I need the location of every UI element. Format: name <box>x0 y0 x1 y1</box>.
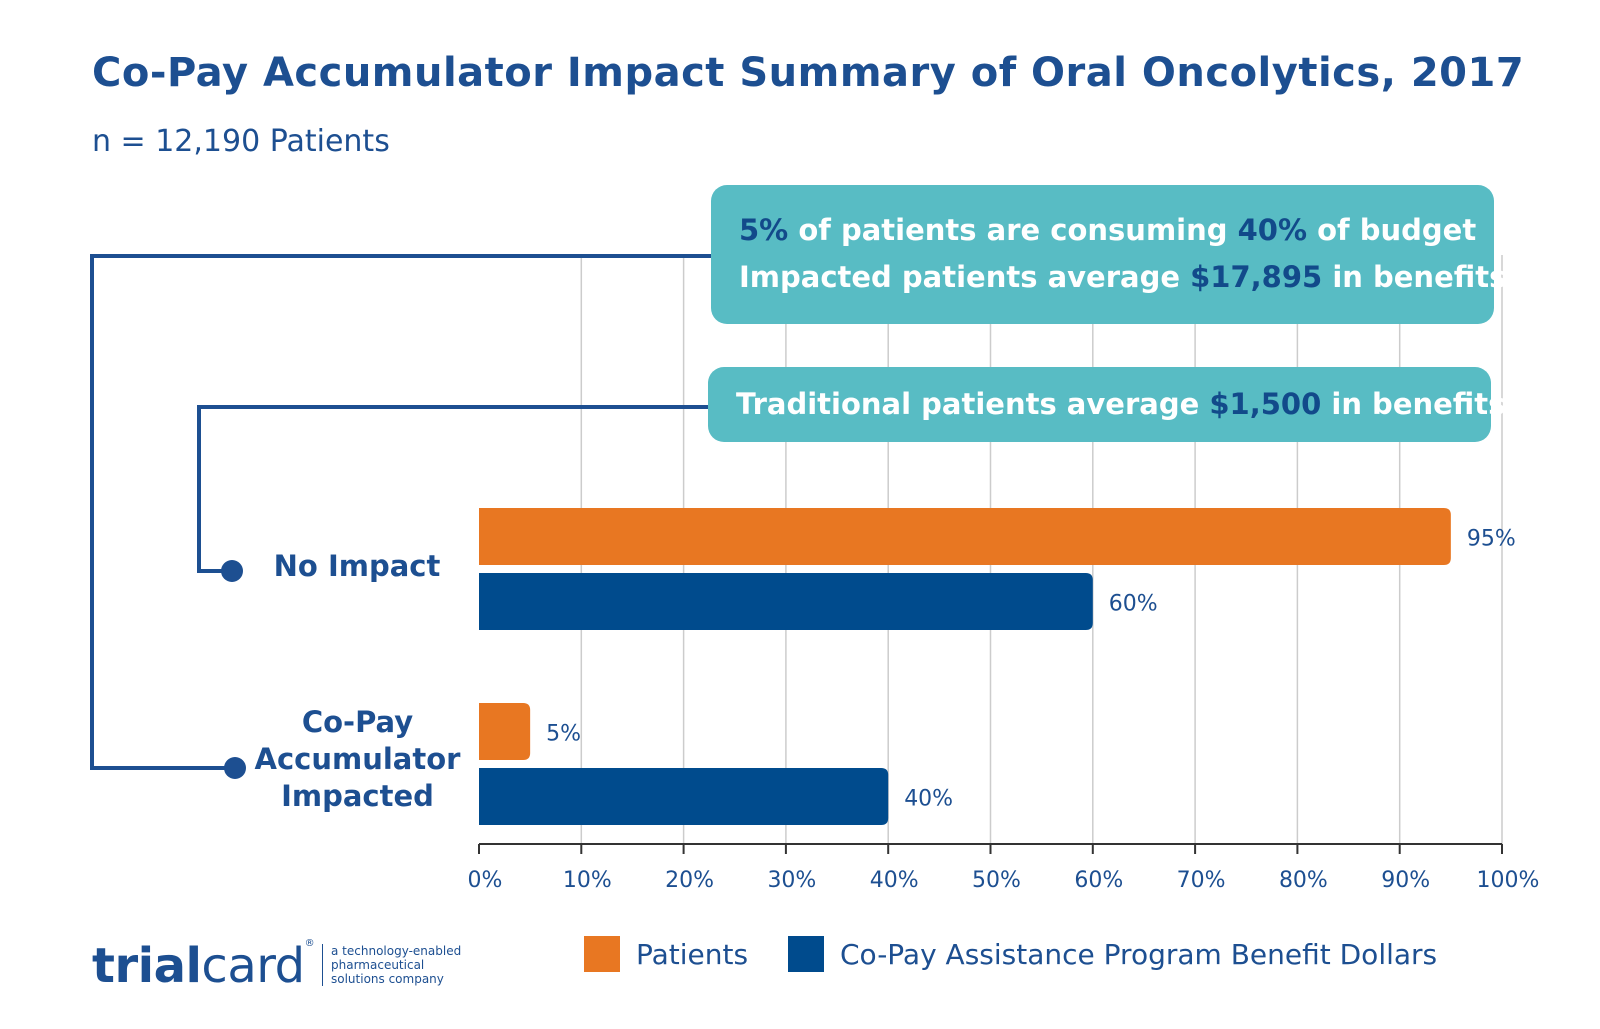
chart-title: Co-Pay Accumulator Impact Summary of Ora… <box>92 50 1525 96</box>
callout-highlight: $1,500 <box>1209 387 1322 421</box>
legend-swatch-patients <box>584 936 620 972</box>
legend-item-benefit-dollars: Co-Pay Assistance Program Benefit Dollar… <box>788 936 1437 972</box>
category-label-impacted: Co-Pay Accumulator Impacted <box>250 704 465 815</box>
logo-light-text: card <box>201 938 305 994</box>
logo-bold-text: trial <box>92 938 202 994</box>
data-label: 95% <box>1467 527 1516 552</box>
bar-benefit-dollars-0 <box>479 573 1093 630</box>
legend-label-benefit-dollars: Co-Pay Assistance Program Benefit Dollar… <box>840 937 1438 971</box>
callout-highlight: 40% <box>1237 213 1308 247</box>
tagline-line: a technology-enabled <box>331 944 462 958</box>
callout-text: in benefits <box>1322 260 1507 294</box>
legend-label-patients: Patients <box>636 937 749 971</box>
tagline-line: solutions company <box>331 972 444 986</box>
data-label: 40% <box>904 787 953 812</box>
x-tick-label: 60% <box>1074 868 1123 893</box>
callout-text: Traditional patients average <box>736 387 1210 421</box>
bracket-dot-no-impact <box>221 560 243 582</box>
category-label-line: Impacted <box>281 779 434 813</box>
category-label-no-impact: No Impact <box>262 548 452 585</box>
callout-highlight: $17,895 <box>1190 260 1323 294</box>
bracket-impacted <box>90 254 716 770</box>
category-label-line: Accumulator <box>254 742 461 776</box>
callout-text: Impacted patients average <box>739 260 1191 294</box>
x-tick-label: 10% <box>563 868 612 893</box>
legend-swatch-benefit-dollars <box>788 936 824 972</box>
x-tick-label: 100% <box>1477 868 1540 893</box>
callout-impacted-line-2: Impacted patients average $17,895 in ben… <box>739 254 1506 301</box>
x-tick-label: 40% <box>870 868 919 893</box>
data-label: 5% <box>546 722 581 747</box>
tagline-line: pharmaceutical <box>331 958 425 972</box>
logo-registered-mark: ® <box>304 938 315 949</box>
x-tick-label: 70% <box>1177 868 1226 893</box>
callout-traditional-line-1: Traditional patients average $1,500 in b… <box>736 381 1505 428</box>
callout-impacted-line-1: 5% of patients are consuming 40% of budg… <box>739 207 1494 254</box>
x-tick-label: 50% <box>972 868 1021 893</box>
x-tick-label: 90% <box>1381 868 1430 893</box>
callout-text: of budget <box>1307 213 1477 247</box>
callout-traditional: Traditional patients average $1,500 in b… <box>708 367 1505 442</box>
x-tick-label: 80% <box>1279 868 1328 893</box>
callout-text: of patients are consuming <box>788 213 1238 247</box>
bar-patients-1 <box>479 703 531 760</box>
trialcard-logo: trialcard® <box>92 938 315 994</box>
category-label-line: No Impact <box>273 549 441 583</box>
data-label: 60% <box>1109 592 1158 617</box>
callout-text: in benefits <box>1321 387 1506 421</box>
company-tagline: a technology-enabled pharmaceutical solu… <box>322 944 471 986</box>
legend-item-patients: Patients <box>584 936 748 972</box>
bracket-dot-impacted <box>224 757 246 779</box>
chart-subtitle: n = 12,190 Patients <box>92 124 390 159</box>
category-label-line: Co-Pay <box>301 705 414 739</box>
callout-highlight: 5% <box>739 213 789 247</box>
callout-impacted: 5% of patients are consuming 40% of budg… <box>711 185 1506 324</box>
bar-patients-0 <box>479 508 1451 565</box>
x-tick-label: 30% <box>767 868 816 893</box>
bracket-no-impact <box>197 405 712 573</box>
x-tick-label: 20% <box>665 868 714 893</box>
x-tick-label: 0% <box>468 868 503 893</box>
bar-benefit-dollars-1 <box>479 768 889 825</box>
